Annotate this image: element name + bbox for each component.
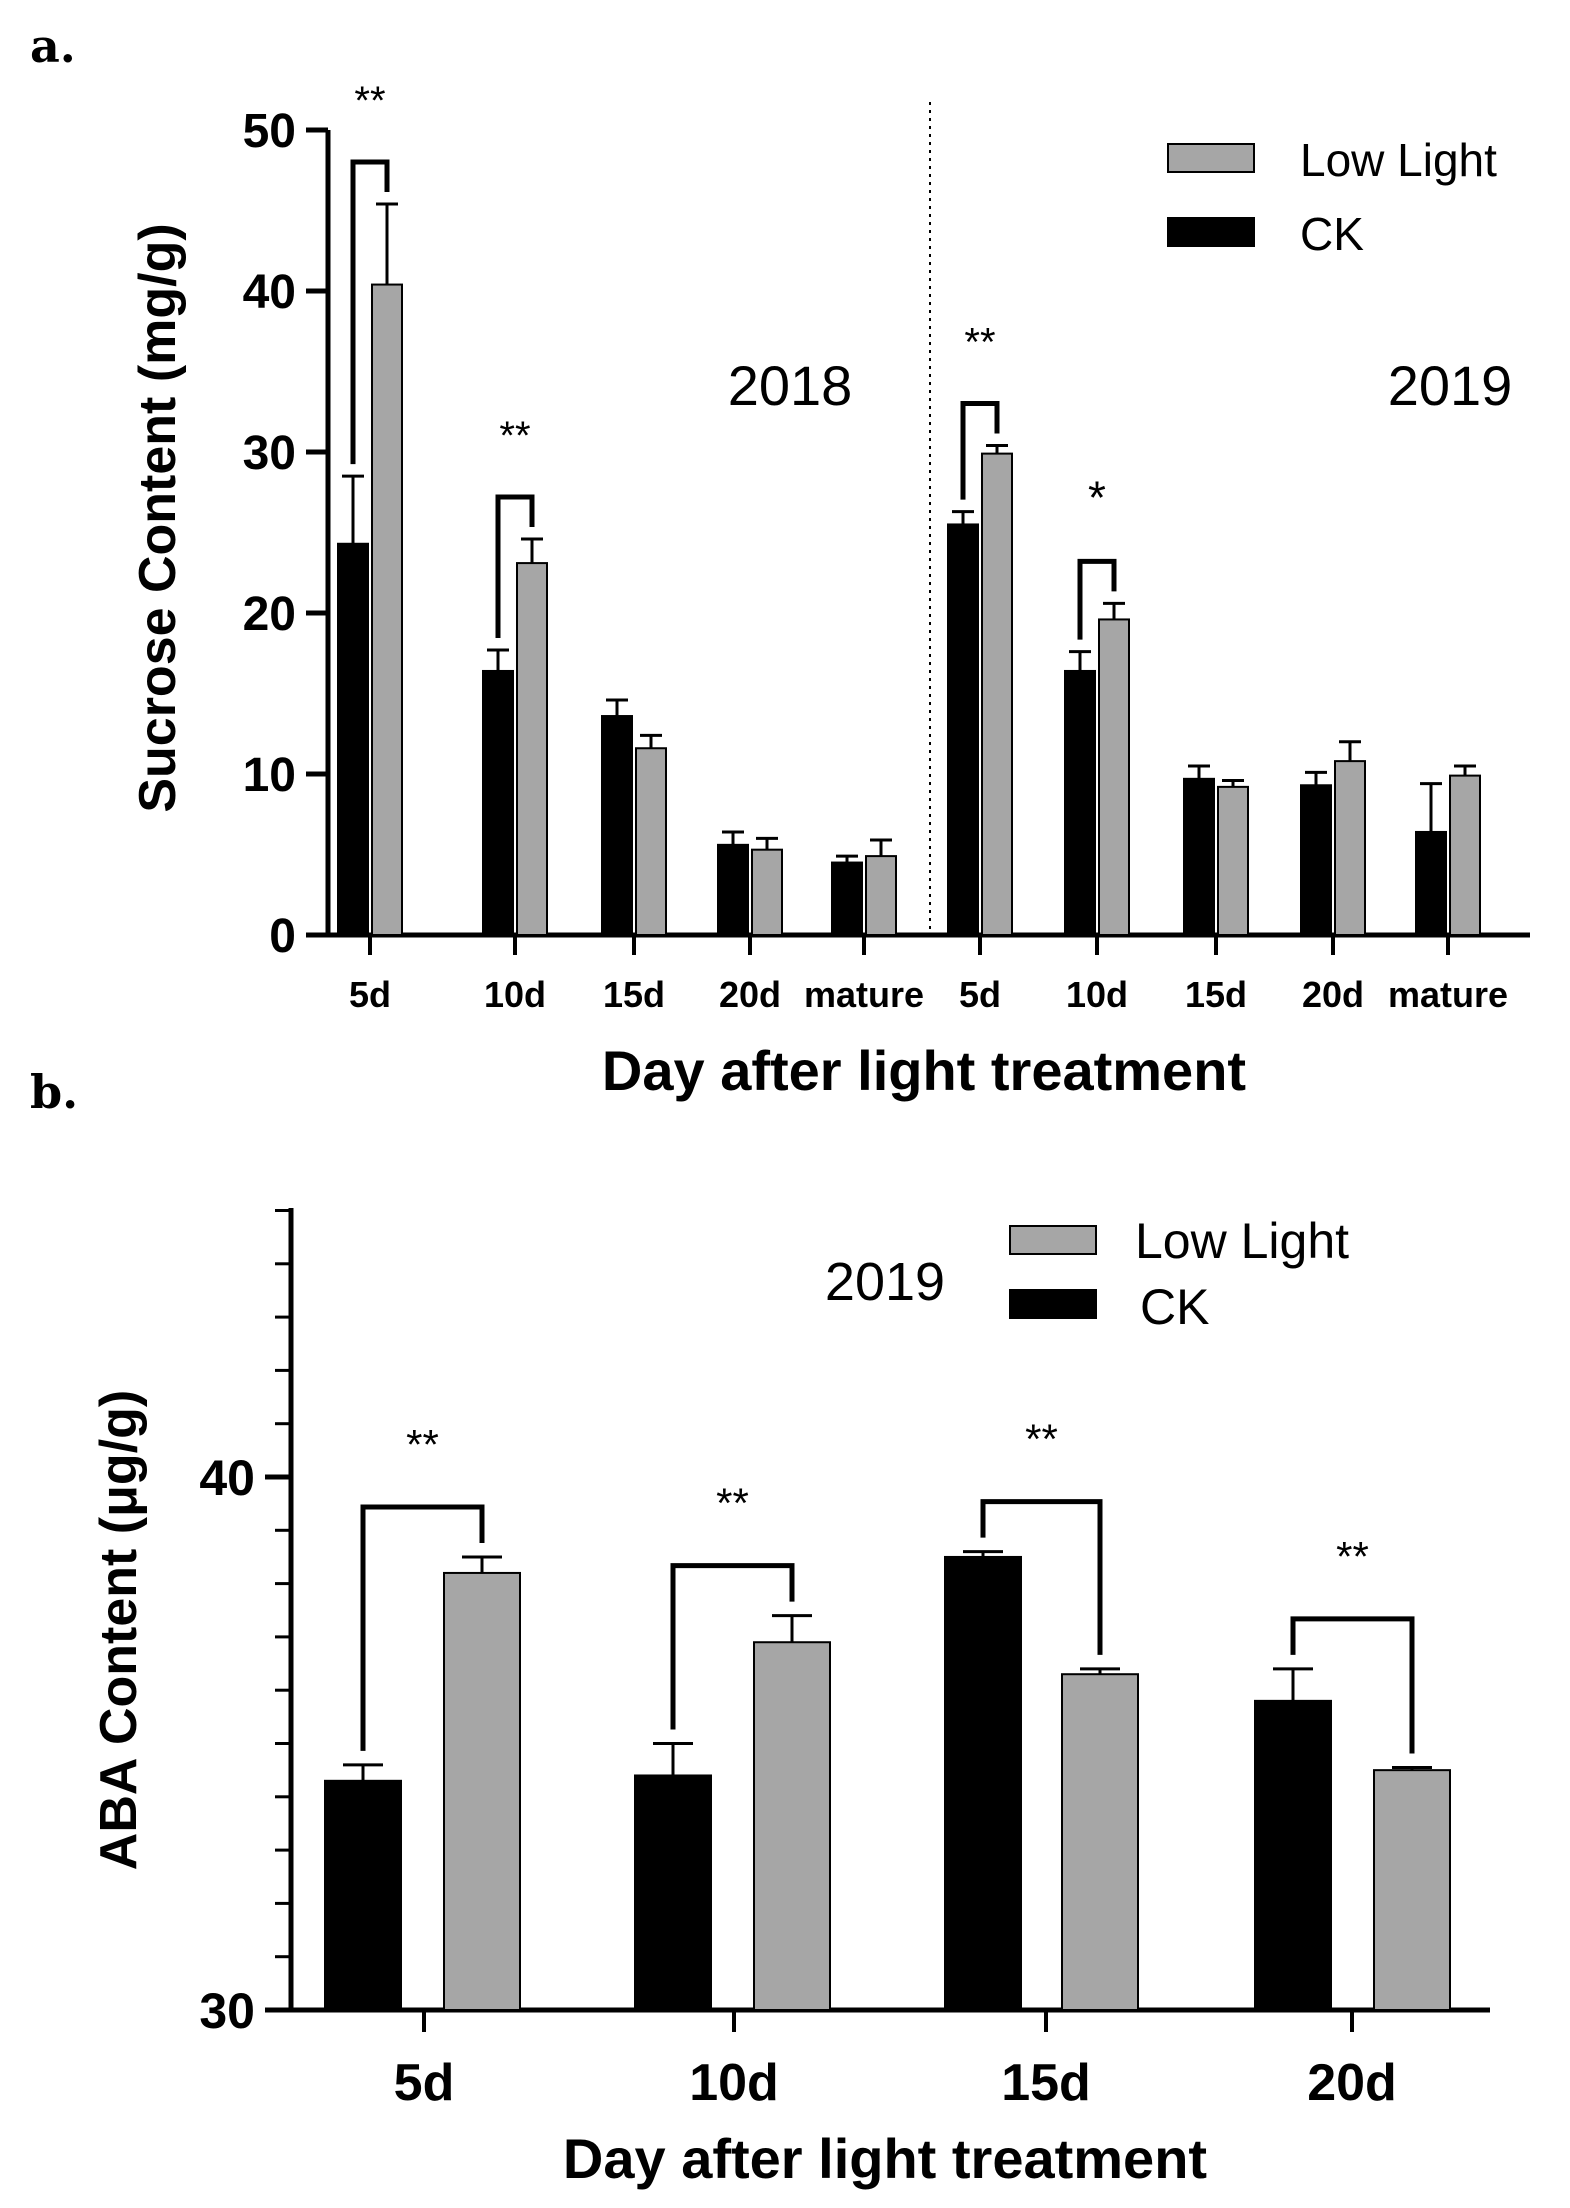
- chart-b-x-axis-title: Day after light treatment: [563, 2127, 1207, 2190]
- legend-label-low-light: Low Light: [1135, 1213, 1349, 1269]
- chart-b: 30 40 5d 10d 15d 20d ** ** ** ** 2019 Low Light CK: [199, 1208, 1490, 2112]
- bar-low-light: [371, 283, 403, 936]
- bar-ck: [1254, 1699, 1332, 2011]
- y-tick-label: 0: [269, 910, 296, 963]
- x-tick-label: 20d: [1307, 2054, 1397, 2112]
- y-tick-label: 40: [243, 266, 296, 319]
- bar-ck: [947, 523, 979, 936]
- significance-label: **: [1336, 1533, 1369, 1580]
- significance-label: **: [964, 321, 995, 365]
- x-tick-label: mature: [1388, 974, 1508, 1015]
- x-tick-label: 10d: [484, 974, 546, 1015]
- significance-bracket: [1290, 1616, 1415, 1754]
- year-label-2019: 2019: [1388, 354, 1513, 417]
- significance-label: **: [354, 79, 385, 123]
- x-tick-label: 5d: [394, 2054, 455, 2112]
- legend-swatch-ck: [1167, 217, 1255, 247]
- bar-ck: [337, 542, 369, 937]
- significance-bracket: [960, 401, 1000, 500]
- chart-a-y-axis-title: Sucrose Content (mg/g): [129, 223, 187, 812]
- bar-ck: [1183, 777, 1215, 937]
- x-tick-label: mature: [804, 974, 924, 1015]
- x-tick-label: 10d: [689, 2054, 779, 2112]
- bar-low-light: [1449, 774, 1481, 936]
- y-tick-label: 20: [243, 588, 296, 641]
- significance-bracket: [670, 1563, 795, 1730]
- legend-swatch-ck: [1009, 1289, 1097, 1319]
- legend-swatch-low-light: [1167, 143, 1255, 173]
- significance-bracket: [980, 1499, 1103, 1655]
- bar-ck: [1064, 669, 1096, 937]
- bar-low-light: [753, 1641, 831, 2011]
- bar-low-light: [443, 1571, 521, 2011]
- x-tick-label: 15d: [1185, 974, 1247, 1015]
- significance-bracket: [495, 494, 535, 639]
- x-tick-label: 20d: [1302, 974, 1364, 1015]
- significance-bracket: [360, 1504, 485, 1751]
- y-tick-label: 10: [243, 749, 296, 802]
- bar-ck: [831, 861, 863, 936]
- y-tick-label: 30: [243, 427, 296, 480]
- bar-ck: [634, 1774, 712, 2011]
- bar-ck: [717, 843, 749, 937]
- bar-low-light: [516, 562, 548, 937]
- bar-ck: [324, 1779, 402, 2012]
- year-label-2018: 2018: [728, 354, 853, 417]
- x-tick-label: 5d: [959, 974, 1001, 1015]
- significance-bracket: [1077, 558, 1117, 640]
- bar-low-light: [981, 452, 1013, 936]
- panel-b-letter: b.: [30, 1065, 78, 1119]
- panel-a-letter: a.: [30, 19, 76, 73]
- x-tick-label: 5d: [349, 974, 391, 1015]
- bar-low-light: [1334, 760, 1366, 936]
- chart-a-x-axis-title: Day after light treatment: [602, 1039, 1246, 1102]
- x-tick-label: 10d: [1066, 974, 1128, 1015]
- significance-bracket: [350, 159, 390, 465]
- significance-label: **: [1025, 1416, 1058, 1463]
- x-tick-label: 20d: [719, 974, 781, 1015]
- y-tick-label: 50: [243, 105, 296, 158]
- significance-label: **: [406, 1421, 439, 1468]
- bar-low-light: [1217, 785, 1249, 936]
- bar-ck: [1415, 830, 1447, 937]
- bar-low-light: [1098, 618, 1130, 936]
- bar-low-light: [751, 848, 783, 936]
- legend-label-ck: CK: [1300, 208, 1364, 260]
- legend-label-ck: CK: [1140, 1279, 1209, 1335]
- legend-swatch-low-light: [1009, 1225, 1097, 1255]
- chart-b-y-axis-title: ABA Content (μg/g): [90, 1390, 148, 1870]
- bar-low-light: [635, 747, 667, 936]
- bar-ck: [601, 715, 633, 936]
- chart-a: 0 10 20 30 40 50 5d 10d 15d 20d mature 5d 10d 15d 20d m…: [243, 79, 1530, 1015]
- significance-label: **: [716, 1480, 749, 1527]
- significance-label: **: [499, 414, 530, 458]
- x-tick-label: 15d: [603, 974, 665, 1015]
- bar-ck: [482, 669, 514, 937]
- bar-ck: [944, 1555, 1022, 2011]
- bar-low-light: [865, 855, 897, 936]
- bar-low-light: [1373, 1769, 1451, 2012]
- legend-label-low-light: Low Light: [1300, 134, 1497, 186]
- year-label-2019: 2019: [825, 1252, 945, 1312]
- y-tick-label: 30: [199, 1983, 255, 2039]
- x-tick-label: 15d: [1001, 2054, 1091, 2112]
- bar-ck: [1300, 784, 1332, 937]
- y-tick-label: 40: [199, 1450, 255, 1506]
- bar-low-light: [1061, 1673, 1139, 2011]
- significance-label: *: [1088, 471, 1106, 523]
